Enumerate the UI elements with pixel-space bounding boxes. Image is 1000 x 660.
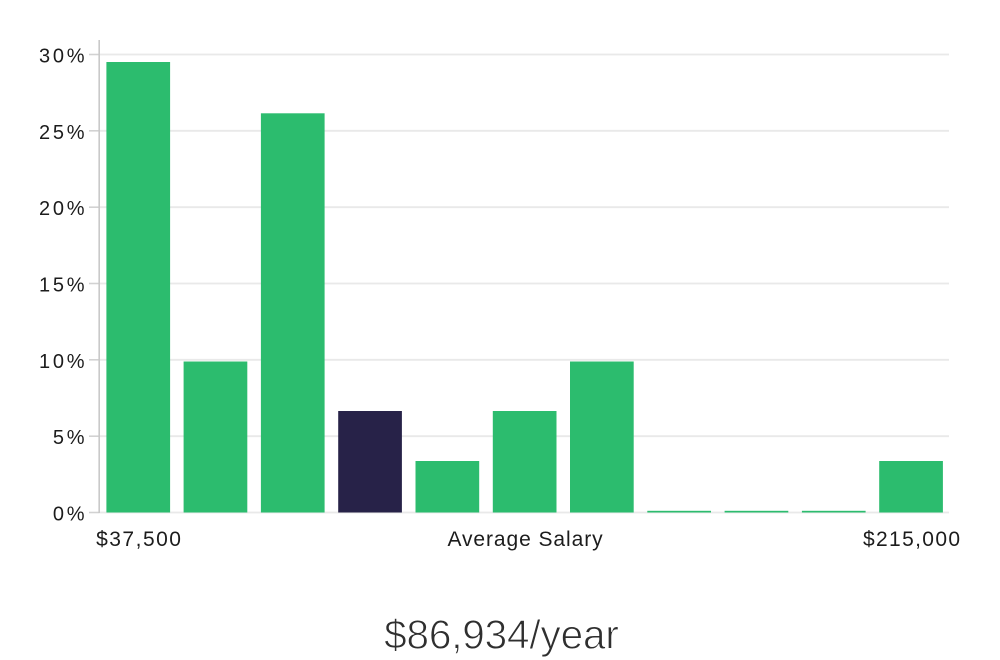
svg-text:Average Salary: Average Salary bbox=[447, 528, 603, 551]
svg-text:20%: 20% bbox=[39, 198, 87, 220]
svg-text:$37,500: $37,500 bbox=[96, 528, 182, 551]
svg-text:$86,934/year: $86,934/year bbox=[384, 612, 619, 658]
svg-text:$215,000: $215,000 bbox=[863, 528, 961, 551]
svg-text:0%: 0% bbox=[53, 504, 87, 526]
svg-text:25%: 25% bbox=[39, 122, 87, 144]
svg-text:30%: 30% bbox=[39, 46, 87, 68]
svg-text:15%: 15% bbox=[39, 275, 87, 297]
svg-text:10%: 10% bbox=[39, 351, 87, 373]
svg-text:5%: 5% bbox=[53, 427, 87, 449]
